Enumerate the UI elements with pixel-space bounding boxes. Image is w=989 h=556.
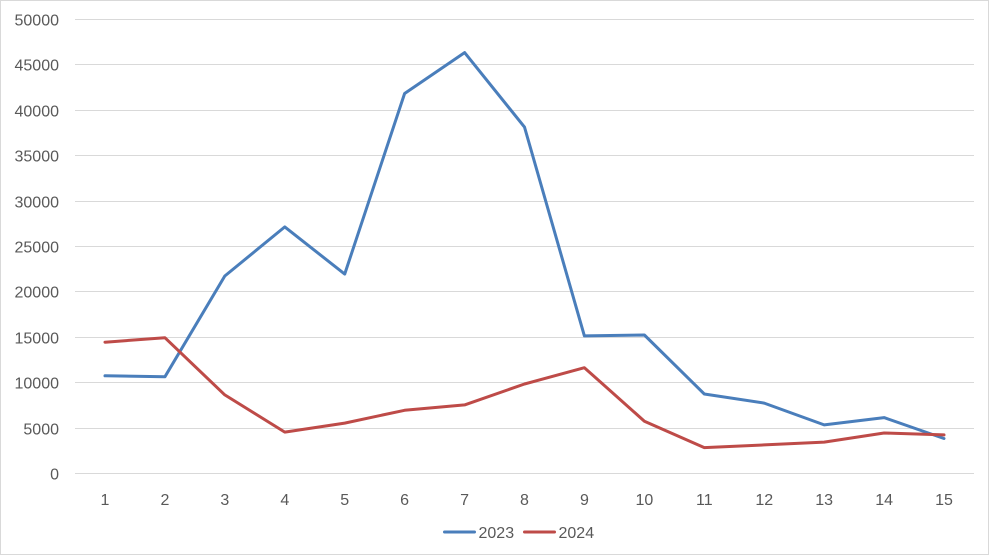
x-tick-label: 2 bbox=[160, 492, 169, 509]
legend-label-2024: 2024 bbox=[559, 525, 595, 542]
x-tick-label: 10 bbox=[635, 492, 653, 509]
data-point-2023-5 bbox=[343, 272, 347, 276]
data-point-2024-4 bbox=[283, 430, 287, 434]
data-point-2024-10 bbox=[642, 419, 646, 423]
x-tick-label: 15 bbox=[935, 492, 953, 509]
data-point-2023-15 bbox=[942, 437, 946, 441]
x-tick-label: 5 bbox=[340, 492, 349, 509]
data-point-2023-3 bbox=[223, 274, 227, 278]
data-point-2023-11 bbox=[702, 392, 706, 396]
data-point-2024-11 bbox=[702, 446, 706, 450]
y-tick-label: 45000 bbox=[15, 58, 60, 75]
y-tick-label: 30000 bbox=[15, 195, 60, 212]
data-point-2023-14 bbox=[882, 416, 886, 420]
data-point-2023-8 bbox=[523, 125, 527, 129]
data-point-2023-4 bbox=[283, 225, 287, 229]
data-point-2024-5 bbox=[343, 421, 347, 425]
y-tick-label: 10000 bbox=[15, 376, 60, 393]
x-tick-label: 12 bbox=[755, 492, 773, 509]
x-tick-label: 8 bbox=[520, 492, 529, 509]
y-tick-label: 35000 bbox=[15, 149, 60, 166]
data-point-2023-2 bbox=[163, 375, 167, 379]
data-point-2023-9 bbox=[582, 334, 586, 338]
data-point-2024-1 bbox=[103, 340, 107, 344]
data-point-2024-2 bbox=[163, 336, 167, 340]
data-point-2024-3 bbox=[223, 393, 227, 397]
data-point-2024-9 bbox=[582, 366, 586, 370]
legend: 2023 2024 bbox=[443, 525, 595, 542]
x-tick-label: 9 bbox=[580, 492, 589, 509]
data-point-2023-7 bbox=[463, 51, 467, 55]
gridlines bbox=[75, 19, 974, 429]
x-tick-label: 4 bbox=[280, 492, 289, 509]
y-tick-label: 20000 bbox=[15, 285, 60, 302]
x-tick-label: 7 bbox=[460, 492, 469, 509]
data-point-2023-12 bbox=[762, 401, 766, 405]
x-tick-label: 3 bbox=[220, 492, 229, 509]
x-tick-label: 14 bbox=[875, 492, 893, 509]
legend-label-2023: 2023 bbox=[479, 525, 515, 542]
x-tick-label: 6 bbox=[400, 492, 409, 509]
data-point-2024-13 bbox=[822, 440, 826, 444]
data-point-2023-6 bbox=[403, 92, 407, 96]
y-tick-label: 25000 bbox=[15, 240, 60, 257]
data-point-2023-10 bbox=[642, 333, 646, 337]
x-tick-label: 13 bbox=[815, 492, 833, 509]
x-tick-label: 11 bbox=[696, 492, 713, 509]
data-point-2024-14 bbox=[882, 431, 886, 435]
data-point-2024-7 bbox=[463, 403, 467, 407]
y-tick-label: 0 bbox=[50, 467, 59, 484]
data-point-2023-1 bbox=[103, 374, 107, 378]
data-point-2024-6 bbox=[403, 408, 407, 412]
y-tick-label: 50000 bbox=[15, 13, 60, 30]
x-tick-label: 1 bbox=[101, 492, 110, 509]
data-point-2024-12 bbox=[762, 443, 766, 447]
series-lines bbox=[103, 51, 946, 450]
y-tick-label: 5000 bbox=[23, 422, 59, 439]
data-point-2024-15 bbox=[942, 433, 946, 437]
axes: 0 5000 10000 15000 20000 25000 30000 35000 40000… bbox=[15, 13, 974, 509]
y-tick-label: 15000 bbox=[15, 331, 60, 348]
y-tick-label: 40000 bbox=[15, 104, 60, 121]
series-line-2023 bbox=[103, 51, 946, 440]
series-line-2024 bbox=[103, 336, 946, 450]
data-point-2023-13 bbox=[822, 423, 826, 427]
data-point-2024-8 bbox=[523, 382, 527, 386]
